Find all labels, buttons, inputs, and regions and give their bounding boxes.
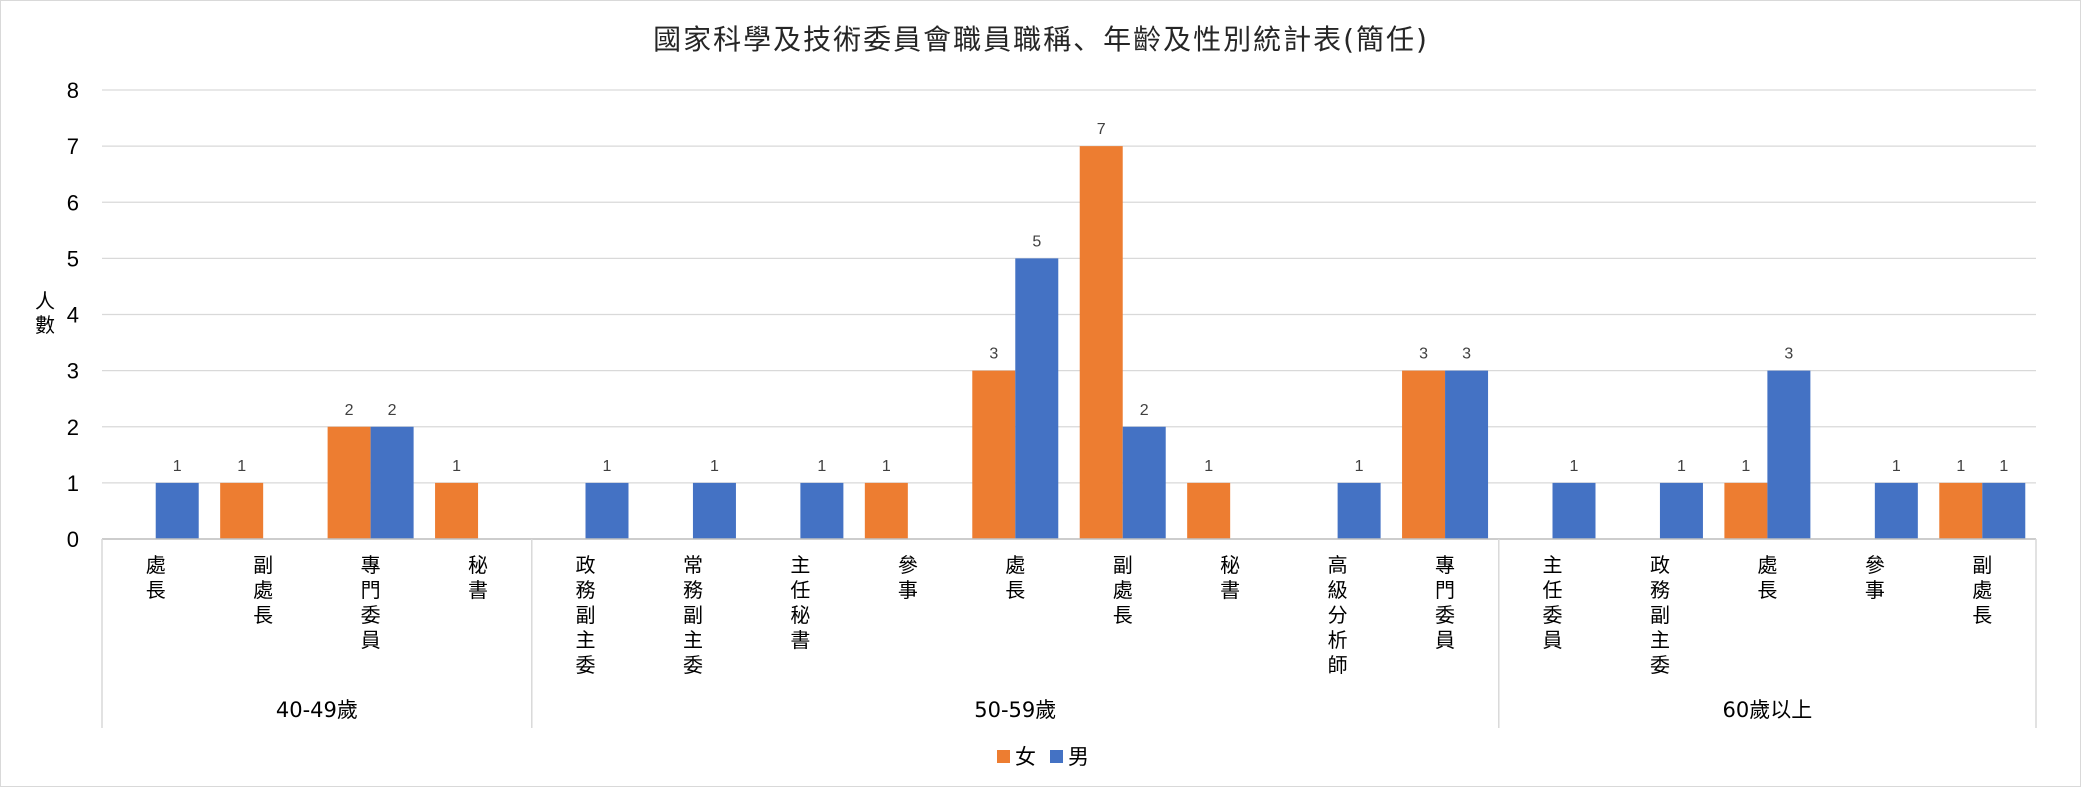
bar-female <box>435 482 479 539</box>
y-tick-label: 0 <box>67 527 79 552</box>
bars <box>155 146 2026 539</box>
bar-female <box>327 426 371 539</box>
data-label: 1 <box>237 458 246 475</box>
x-tick-label: 主任委員 <box>1543 553 1563 652</box>
data-label: 7 <box>1097 121 1106 138</box>
bar-male <box>1552 482 1596 539</box>
x-tick-label: 高級分析師 <box>1328 553 1348 677</box>
bar-female <box>220 482 264 539</box>
bar-female <box>1402 370 1446 539</box>
x-tick-label: 秘書 <box>468 553 488 602</box>
x-tick-label: 政務副主委 <box>1650 553 1670 677</box>
bar-female <box>864 482 908 539</box>
data-labels: 1 1 2 2 1 1 1 1 1 3 5 7 2 1 1 3 3 1 1 1 3 1 1 1 <box>173 121 2009 475</box>
x-tick-label: 參事 <box>898 553 918 602</box>
data-label: 1 <box>1956 458 1965 475</box>
bar-male <box>1874 482 1918 539</box>
data-label: 2 <box>345 402 354 419</box>
y-tick-label: 7 <box>67 134 79 159</box>
bar-female <box>1939 482 1983 539</box>
x-tick-label: 副處長 <box>1972 553 1992 627</box>
bar-male <box>1767 370 1811 539</box>
bar-male <box>1445 370 1489 539</box>
x-tick-label: 專門委員 <box>361 553 381 652</box>
x-tick-label: 處長 <box>1005 553 1025 602</box>
data-label: 1 <box>817 458 826 475</box>
x-group-label: 40-49歲 <box>276 698 358 722</box>
bar-male <box>1659 482 1703 539</box>
data-label: 5 <box>1032 233 1041 250</box>
bar-female <box>1079 146 1123 539</box>
data-label: 2 <box>1140 402 1149 419</box>
data-label: 3 <box>1419 346 1428 363</box>
bar-male <box>692 482 736 539</box>
chart-title: 國家科學及技術委員會職員職稱、年齡及性別統計表(簡任) <box>653 23 1429 56</box>
x-group-label: 60歲以上 <box>1723 698 1813 722</box>
y-tick-label: 5 <box>67 246 79 271</box>
data-label: 2 <box>388 402 397 419</box>
x-tick-label: 秘書 <box>1220 553 1240 602</box>
y-tick-label: 3 <box>67 359 79 384</box>
bar-female <box>972 370 1016 539</box>
legend-swatch <box>1050 750 1063 763</box>
bar-female <box>1187 482 1231 539</box>
legend-label: 男 <box>1068 745 1089 769</box>
data-label: 1 <box>452 458 461 475</box>
data-label: 3 <box>1462 346 1471 363</box>
x-tick-label: 政務副主委 <box>576 553 596 677</box>
y-axis-label-char: 人 <box>35 289 55 313</box>
data-label: 1 <box>603 458 612 475</box>
data-label: 1 <box>882 458 891 475</box>
data-label: 1 <box>173 458 182 475</box>
data-label: 1 <box>1570 458 1579 475</box>
bar-male <box>1122 426 1166 539</box>
x-tick-label: 處長 <box>146 553 166 602</box>
gridlines <box>102 89 2036 540</box>
y-tick-label: 8 <box>67 78 79 103</box>
x-tick-label: 副處長 <box>253 553 273 627</box>
bar-female <box>1724 482 1768 539</box>
legend: 女男 <box>997 745 1089 769</box>
data-label: 3 <box>1784 346 1793 363</box>
x-tick-label: 常務副主委 <box>683 553 703 677</box>
data-label: 1 <box>1892 458 1901 475</box>
data-label: 1 <box>1999 458 2008 475</box>
y-axis-ticks: 0 1 2 3 4 5 6 7 8 <box>67 78 79 552</box>
x-tick-label: 專門委員 <box>1435 553 1455 652</box>
x-tick-label: 處長 <box>1757 553 1777 602</box>
legend-label: 女 <box>1015 745 1036 769</box>
data-label: 1 <box>1741 458 1750 475</box>
data-label: 3 <box>989 346 998 363</box>
legend-swatch <box>997 750 1010 763</box>
y-tick-label: 2 <box>67 415 79 440</box>
bar-male <box>370 426 414 539</box>
data-label: 1 <box>1355 458 1364 475</box>
x-tick-label: 主任秘書 <box>790 553 810 652</box>
y-axis-label-char: 數 <box>35 313 55 337</box>
x-tick-label: 參事 <box>1865 553 1885 602</box>
data-label: 1 <box>1677 458 1686 475</box>
bar-male <box>155 482 199 539</box>
bar-male <box>800 482 844 539</box>
data-label: 1 <box>1204 458 1213 475</box>
bar-male <box>1337 482 1381 539</box>
bar-male <box>585 482 629 539</box>
x-group-label: 50-59歲 <box>974 698 1056 722</box>
y-tick-label: 6 <box>67 190 79 215</box>
bar-male <box>1982 482 2026 539</box>
y-tick-label: 4 <box>67 303 79 328</box>
x-tick-label: 副處長 <box>1113 553 1133 627</box>
y-axis-label: 人數 <box>35 289 55 337</box>
x-axis: 處長 副處長 專門委員 秘書 40-49歲 政務副主委 常務副主委 主任秘書 參事 處長 副處長 秘書… <box>101 538 2037 728</box>
y-tick-label: 1 <box>67 471 79 496</box>
bar-male <box>1015 258 1059 539</box>
data-label: 1 <box>710 458 719 475</box>
